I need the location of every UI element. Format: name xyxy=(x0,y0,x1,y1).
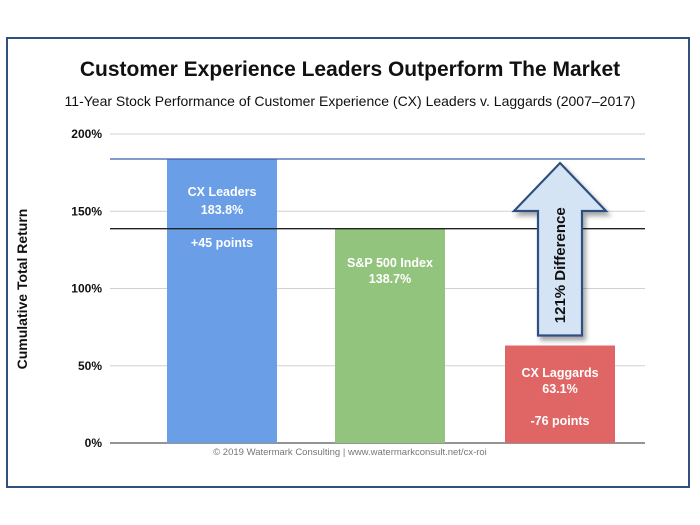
bar-cx-leaders xyxy=(167,159,277,444)
bar-label-name: CX Laggards xyxy=(521,366,598,380)
bar-label-value: 138.7% xyxy=(369,272,411,286)
y-tick-label: 100% xyxy=(71,282,102,296)
chart-title: Customer Experience Leaders Outperform T… xyxy=(79,58,621,81)
y-tick-label: 50% xyxy=(78,359,102,373)
bar-label-value: 183.8% xyxy=(201,203,243,217)
bar-label-delta: +45 points xyxy=(191,236,253,250)
difference-label: 121% Difference xyxy=(552,207,569,323)
bar-cx-laggards xyxy=(505,345,615,443)
chart-credit: © 2019 Watermark Consulting | www.waterm… xyxy=(213,447,487,458)
y-tick-label: 0% xyxy=(85,436,103,450)
bar-s-p-500-index xyxy=(335,228,445,443)
difference-arrow xyxy=(511,161,609,337)
bar-label-delta: -76 points xyxy=(530,414,589,428)
chart-subtitle: 11-Year Stock Performance of Customer Ex… xyxy=(64,93,636,109)
bar-label-name: CX Leaders xyxy=(188,185,257,199)
bar-label-name: S&P 500 Index xyxy=(347,256,433,270)
bar-label-value: 63.1% xyxy=(542,382,577,396)
y-tick-label: 200% xyxy=(71,127,102,141)
y-tick-label: 150% xyxy=(71,204,102,218)
